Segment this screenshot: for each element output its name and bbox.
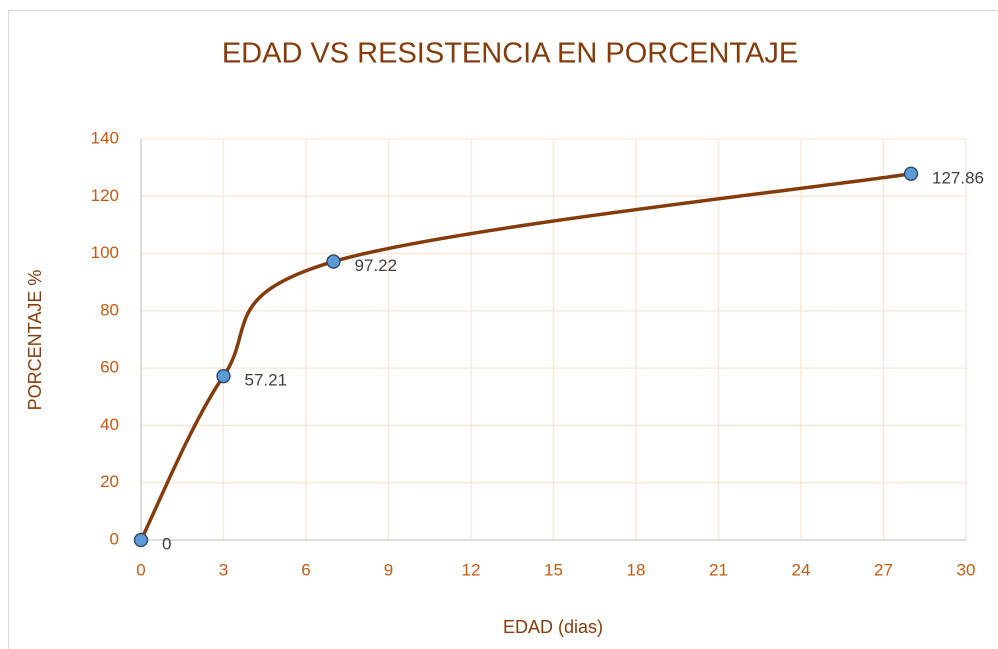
marker (133, 532, 149, 548)
chart-border (8, 10, 998, 649)
x-tick-label: 18 (627, 560, 646, 579)
line (139, 172, 912, 541)
x-tick-label: 3 (219, 560, 228, 579)
y-tick-label: 100 (91, 243, 119, 262)
y-tick-label: 120 (91, 186, 119, 205)
data-label: 57.21 (245, 371, 288, 390)
marker (326, 254, 341, 269)
y-tick-label: 140 (91, 128, 119, 147)
y-tick-label: 60 (100, 358, 119, 377)
x-tick-label: 24 (792, 560, 811, 579)
x-tick-label: 6 (301, 560, 310, 579)
marker (216, 368, 231, 384)
y-tick-label: 0 (110, 529, 119, 548)
marker (903, 166, 919, 181)
data-label: 127.86 (932, 168, 984, 187)
y-axis-label: PORCENTAJE % (25, 270, 45, 411)
data-label: 97.22 (355, 256, 398, 275)
x-tick-label: 12 (462, 560, 481, 579)
x-tick-label: 0 (136, 560, 145, 579)
y-tick-label: 20 (100, 472, 119, 491)
chart-title: EDAD VS RESISTENCIA EN PORCENTAJE (222, 38, 798, 70)
x-axis-label: EDAD (dias) (503, 617, 603, 637)
x-tick-label: 9 (384, 560, 393, 579)
data-label: 0 (162, 534, 171, 553)
x-tick-label: 27 (874, 560, 893, 579)
x-tick-label: 21 (709, 560, 728, 579)
x-tick-label: 30 (957, 560, 976, 579)
y-tick-label: 80 (100, 300, 119, 319)
y-tick-label: 40 (100, 415, 119, 434)
x-tick-label: 15 (544, 560, 563, 579)
